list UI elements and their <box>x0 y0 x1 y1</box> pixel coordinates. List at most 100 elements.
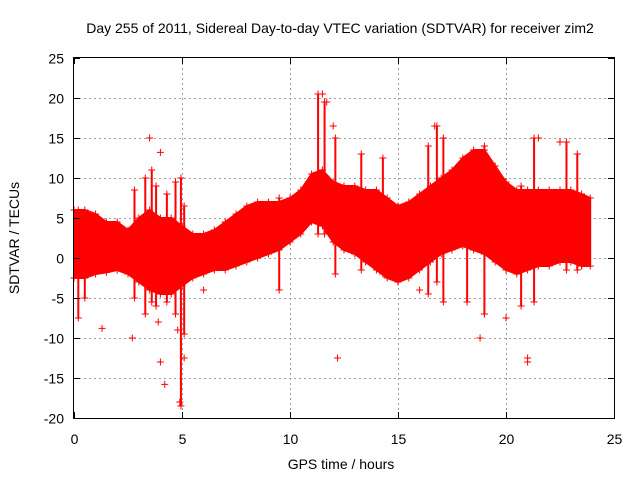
data-point <box>141 174 149 182</box>
data-point <box>264 198 272 206</box>
data-point <box>74 314 82 322</box>
y-axis-label: SDTVAR / TECUs <box>6 182 22 294</box>
data-point <box>297 186 305 194</box>
data-point <box>318 90 326 98</box>
data-point <box>524 186 532 194</box>
data-point <box>323 98 331 106</box>
data-series <box>70 90 594 410</box>
data-point <box>113 266 121 274</box>
data-point <box>379 270 387 278</box>
data-point <box>243 202 251 210</box>
data-point <box>517 182 525 190</box>
data-point <box>92 270 100 278</box>
data-point <box>232 210 240 218</box>
data-point <box>264 250 272 258</box>
data-point <box>340 246 348 254</box>
data-point <box>534 134 542 142</box>
data-point <box>439 298 447 306</box>
x-axis-label: GPS time / hours <box>288 456 395 472</box>
data-point <box>586 262 594 270</box>
data-point <box>177 174 185 182</box>
data-point <box>372 266 380 274</box>
y-tick-label: 5 <box>56 211 64 227</box>
data-point <box>517 302 525 310</box>
data-point <box>180 330 188 338</box>
data-point <box>463 298 471 306</box>
data-point <box>394 202 402 210</box>
data-point <box>480 310 488 318</box>
data-point <box>286 194 294 202</box>
data-point <box>424 142 432 150</box>
x-tick-label: 5 <box>179 431 187 447</box>
data-point <box>545 262 553 270</box>
data-point <box>321 230 329 238</box>
data-point <box>459 154 467 162</box>
data-point <box>102 218 110 226</box>
data-point <box>161 380 169 388</box>
data-point <box>491 162 499 170</box>
data-point <box>74 206 82 214</box>
data-point <box>573 150 581 158</box>
data-point <box>210 226 218 234</box>
data-point <box>334 354 342 362</box>
data-point <box>491 258 499 266</box>
y-tick-label: 25 <box>48 51 64 67</box>
data-point <box>556 138 564 146</box>
data-point <box>189 230 197 238</box>
y-tick-label: 0 <box>56 251 64 267</box>
data-point <box>148 298 156 306</box>
data-point <box>524 266 532 274</box>
chart-title: Day 255 of 2011, Sidereal Day-to-day VTE… <box>86 20 594 36</box>
data-point <box>556 186 564 194</box>
data-point <box>128 334 136 342</box>
data-point <box>470 246 478 254</box>
data-point <box>200 286 208 294</box>
data-point <box>130 186 138 194</box>
y-tick-label: 15 <box>48 131 64 147</box>
data-point <box>524 358 532 366</box>
x-tick-label: 10 <box>283 431 299 447</box>
data-point <box>573 266 581 274</box>
data-point <box>148 166 156 174</box>
data-point <box>177 402 185 410</box>
data-point <box>254 198 262 206</box>
x-tick-label: 25 <box>607 431 623 447</box>
data-point <box>156 214 164 222</box>
data-point <box>340 182 348 190</box>
data-point <box>167 290 175 298</box>
data-point <box>513 186 521 194</box>
data-point <box>146 134 154 142</box>
data-point <box>424 290 432 298</box>
data-point <box>586 194 594 202</box>
data-point <box>502 266 510 274</box>
data-point <box>297 230 305 238</box>
data-point <box>156 290 164 298</box>
x-tick-label: 0 <box>71 431 79 447</box>
data-point <box>578 262 586 270</box>
data-point <box>163 190 171 198</box>
data-point <box>545 186 553 194</box>
data-point <box>135 214 143 222</box>
data-point <box>174 326 182 334</box>
data-point <box>141 310 149 318</box>
data-point <box>189 274 197 282</box>
data-point <box>534 186 542 194</box>
data-point <box>502 314 510 322</box>
data-point <box>308 170 316 178</box>
data-point <box>152 302 160 310</box>
data-point <box>180 202 188 210</box>
data-point <box>405 198 413 206</box>
data-point <box>530 298 538 306</box>
data-point <box>331 134 339 142</box>
data-point <box>180 354 188 362</box>
data-point <box>286 238 294 246</box>
data-point <box>113 218 121 226</box>
data-point <box>480 142 488 150</box>
data-point <box>459 242 467 250</box>
data-point <box>200 270 208 278</box>
data-point <box>102 268 110 276</box>
data-point <box>562 266 570 274</box>
data-point <box>254 254 262 262</box>
